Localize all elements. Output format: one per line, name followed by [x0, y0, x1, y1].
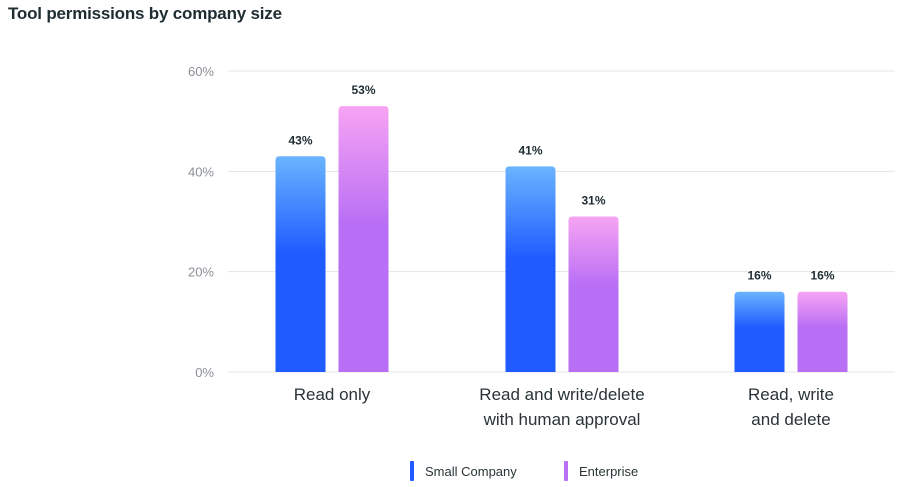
- y-tick-label: 60%: [188, 64, 214, 79]
- y-tick-label: 20%: [188, 265, 214, 280]
- legend-swatch: [410, 461, 414, 481]
- bar-small-company: [734, 291, 785, 372]
- bar-enterprise: [797, 291, 848, 372]
- x-category-label: Read, write: [748, 385, 834, 404]
- bar-enterprise: [338, 106, 389, 372]
- data-label: 41%: [518, 143, 542, 157]
- data-label: 16%: [810, 269, 834, 283]
- bars: 43% 53% 41% 31% 16% 16%: [275, 83, 848, 372]
- bar-enterprise: [568, 216, 619, 372]
- data-label: 31%: [581, 193, 605, 207]
- legend-label: Enterprise: [579, 464, 638, 479]
- legend-item-enterprise[interactable]: Enterprise: [564, 461, 638, 481]
- y-tick-label: 40%: [188, 164, 214, 179]
- bar-small-company: [275, 156, 326, 372]
- legend-swatch: [564, 461, 568, 481]
- legend: Small Company Enterprise: [410, 461, 638, 481]
- x-axis-labels: Read only Read and write/delete with human…: [294, 385, 834, 429]
- y-tick-label: 0%: [195, 365, 214, 380]
- data-label: 53%: [351, 83, 375, 97]
- legend-item-small-company[interactable]: Small Company: [410, 461, 517, 481]
- x-category-label: and delete: [751, 410, 830, 429]
- data-label: 16%: [747, 269, 771, 283]
- y-axis: 0% 20% 40% 60%: [188, 64, 214, 380]
- legend-label: Small Company: [425, 464, 517, 479]
- x-category-label: with human approval: [483, 410, 641, 429]
- bar-small-company: [505, 166, 556, 372]
- gridlines: [228, 70, 895, 373]
- chart-title: Tool permissions by company size: [8, 4, 282, 23]
- x-category-label: Read and write/delete: [479, 385, 644, 404]
- data-label: 43%: [288, 133, 312, 147]
- x-category-label: Read only: [294, 385, 371, 404]
